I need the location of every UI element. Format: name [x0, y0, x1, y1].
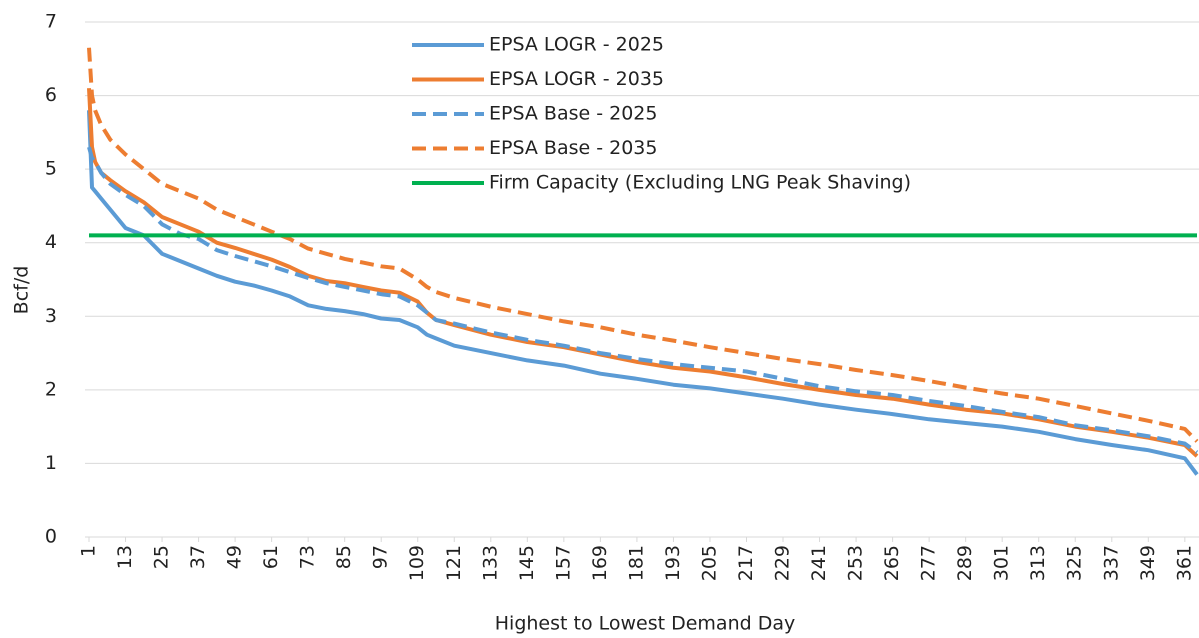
y-tick-label: 1: [45, 452, 57, 474]
x-tick-label: 109: [406, 545, 428, 581]
x-tick-label: 133: [479, 545, 501, 581]
x-tick-label: 253: [845, 545, 867, 581]
legend-label: EPSA Base - 2035: [489, 137, 657, 159]
x-tick-label: 1: [78, 545, 100, 557]
legend-label: EPSA LOGR - 2025: [489, 34, 664, 56]
x-tick-label: 25: [151, 545, 173, 569]
x-tick-label: 85: [333, 545, 355, 569]
x-tick-label: 361: [1173, 545, 1195, 581]
x-tick-label: 277: [918, 545, 940, 581]
x-tick-label: 73: [297, 545, 319, 569]
x-tick-label: 337: [1100, 545, 1122, 581]
x-tick-label: 241: [808, 545, 830, 581]
x-tick-label: 37: [187, 545, 209, 569]
x-tick-label: 265: [881, 545, 903, 581]
y-tick-label: 0: [45, 526, 57, 548]
x-tick-label: 325: [1064, 545, 1086, 581]
y-tick-label: 4: [45, 231, 57, 253]
x-tick-label: 145: [516, 545, 538, 581]
y-tick-label: 3: [45, 305, 57, 327]
y-tick-label: 5: [45, 158, 57, 180]
x-tick-label: 349: [1137, 545, 1159, 581]
x-tick-label: 289: [954, 545, 976, 581]
series-line: [87, 110, 1199, 476]
series-line: [87, 47, 1199, 443]
x-tick-label: 313: [1027, 545, 1049, 581]
x-tick-label: 169: [589, 545, 611, 581]
x-tick-label: 181: [625, 545, 647, 581]
y-tick-label: 6: [45, 84, 57, 106]
x-axis-title: Highest to Lowest Demand Day: [495, 613, 795, 635]
x-tick-label: 157: [552, 545, 574, 581]
legend-label: Firm Capacity (Excluding LNG Peak Shavin…: [489, 172, 911, 194]
x-tick-label: 229: [772, 545, 794, 581]
x-tick-label: 217: [735, 545, 757, 581]
x-tick-label: 301: [991, 545, 1013, 581]
x-tick-label: 205: [698, 545, 720, 581]
x-tick-label: 193: [662, 545, 684, 581]
x-tick-label: 13: [114, 545, 136, 569]
x-tick-label: 97: [370, 545, 392, 569]
x-tick-label: 61: [260, 545, 282, 569]
x-tick-label: 121: [443, 545, 465, 581]
series-line: [87, 88, 1199, 458]
legend-label: EPSA Base - 2025: [489, 103, 657, 125]
x-tick-label: 49: [224, 545, 246, 569]
y-axis-title: Bcf/d: [11, 266, 33, 315]
y-tick-label: 7: [45, 11, 57, 33]
y-tick-label: 2: [45, 378, 57, 400]
legend-label: EPSA LOGR - 2035: [489, 68, 664, 90]
